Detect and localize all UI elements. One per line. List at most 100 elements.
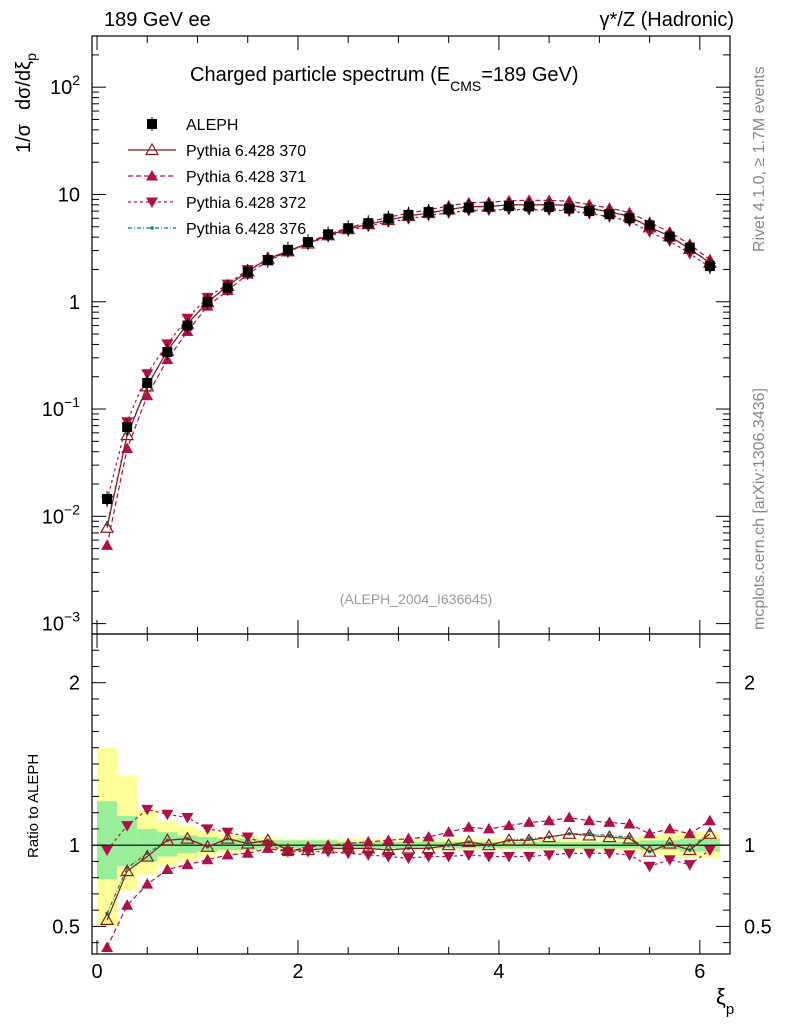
ratio-series-group — [100, 804, 717, 953]
series-marker — [101, 941, 114, 953]
series-marker — [160, 833, 175, 846]
data-marker — [664, 231, 675, 242]
series-marker — [422, 831, 435, 842]
series-marker — [281, 845, 294, 857]
y-axis-label-top: 1/σdσ/dξp — [13, 53, 39, 153]
series-marker — [501, 833, 516, 846]
stat-uncertainty-band — [177, 835, 198, 854]
series-marker — [101, 845, 114, 857]
data-marker — [644, 220, 655, 231]
data-marker — [102, 494, 113, 505]
series-marker — [642, 844, 657, 857]
series-marker — [421, 841, 436, 854]
series-line-top — [106, 204, 711, 528]
stat-uncertainty-band — [97, 801, 118, 880]
series-marker — [543, 850, 556, 861]
series-marker — [583, 848, 596, 860]
x-tick-label: 4 — [493, 961, 504, 983]
series-marker — [241, 847, 254, 858]
chart-title: Charged particle spectrum (ECMS=189 GeV) — [190, 64, 579, 94]
series-marker — [683, 860, 696, 871]
data-marker — [584, 206, 595, 217]
series-marker — [201, 824, 214, 835]
data-marker — [182, 320, 193, 331]
series-marker — [603, 848, 616, 860]
series-marker — [587, 831, 592, 836]
y-tick-label-top: 1 — [69, 292, 80, 314]
series-marker — [607, 833, 612, 838]
header-right: γ*/Z (Hadronic) — [600, 9, 734, 31]
series-marker — [141, 389, 154, 401]
series-marker — [442, 826, 455, 837]
series-marker — [100, 912, 115, 925]
series-marker — [146, 197, 158, 208]
side-text-top: Rivet 4.1.0, ≥ 1.7M events — [751, 66, 768, 252]
series-marker — [563, 848, 576, 860]
series-marker — [101, 539, 114, 550]
data-marker — [704, 261, 715, 272]
series-marker — [683, 827, 696, 839]
series-marker — [300, 842, 316, 856]
series-marker — [144, 142, 160, 156]
data-marker — [262, 255, 273, 266]
legend: ALEPH Pythia 6.428 370 Pythia 6.428 371 Pyt… — [128, 117, 306, 238]
analysis-tag: (ALEPH_2004_I636645) — [340, 591, 493, 607]
series-marker — [643, 861, 656, 873]
y-tick-label-top: 10−2 — [42, 501, 80, 528]
x-axis-label: ξp — [716, 984, 734, 1018]
series-marker — [121, 899, 134, 910]
legend-label-series: Pythia 6.428 371 — [186, 169, 306, 186]
data-marker — [343, 223, 354, 234]
series-marker — [140, 849, 155, 862]
stat-uncertainty-band — [217, 838, 238, 851]
y-tick-label-bottom-left: 0.5 — [52, 916, 80, 938]
series-marker — [603, 816, 616, 827]
y-tick-label-top: 102 — [50, 72, 80, 99]
y-axis-label-bottom: Ratio to ALEPH — [25, 754, 42, 858]
series-marker — [221, 848, 234, 860]
legend-label-series: Pythia 6.428 372 — [186, 195, 306, 212]
series-marker — [402, 853, 415, 865]
data-marker — [222, 282, 233, 293]
data-marker — [624, 213, 635, 224]
series-marker — [441, 837, 456, 851]
series-marker — [502, 852, 515, 863]
series-marker — [703, 845, 716, 857]
series-marker — [542, 829, 557, 843]
side-text-bottom: mcplots.cern.ch [arXiv:1306.3436] — [751, 388, 768, 630]
series-marker — [180, 831, 195, 844]
stat-uncertainty-band — [117, 815, 138, 867]
series-marker — [361, 841, 376, 854]
series-marker — [462, 821, 475, 832]
data-marker — [383, 213, 394, 224]
series-marker — [422, 852, 435, 863]
x-tick-label: 0 — [91, 961, 102, 983]
y-tick-label-bottom-left: 1 — [69, 835, 80, 857]
data-marker — [443, 204, 454, 215]
series-marker — [120, 427, 135, 441]
data-marker — [303, 237, 314, 248]
series-line-top — [106, 199, 711, 546]
series-marker — [643, 827, 656, 839]
series-marker — [442, 852, 455, 863]
series-marker — [201, 853, 214, 865]
series-marker — [583, 814, 596, 826]
series-marker — [362, 835, 375, 847]
data-marker — [463, 202, 474, 213]
series-marker — [703, 814, 716, 826]
series-marker — [382, 852, 395, 863]
header-left: 189 GeV ee — [104, 9, 211, 31]
series-marker — [181, 813, 194, 824]
y-tick-label-top: 10−1 — [42, 394, 80, 421]
series-marker — [146, 170, 158, 181]
data-marker — [122, 422, 133, 433]
y-tick-label-bottom-right: 1 — [744, 835, 755, 857]
series-line-ratio — [106, 833, 711, 921]
legend-label-series: Pythia 6.428 376 — [186, 221, 306, 238]
series-marker — [121, 821, 134, 832]
series-marker — [522, 833, 537, 846]
series-marker — [502, 819, 515, 831]
legend-label-series: Pythia 6.428 370 — [186, 143, 306, 160]
bottom-panel-frame — [91, 633, 731, 955]
